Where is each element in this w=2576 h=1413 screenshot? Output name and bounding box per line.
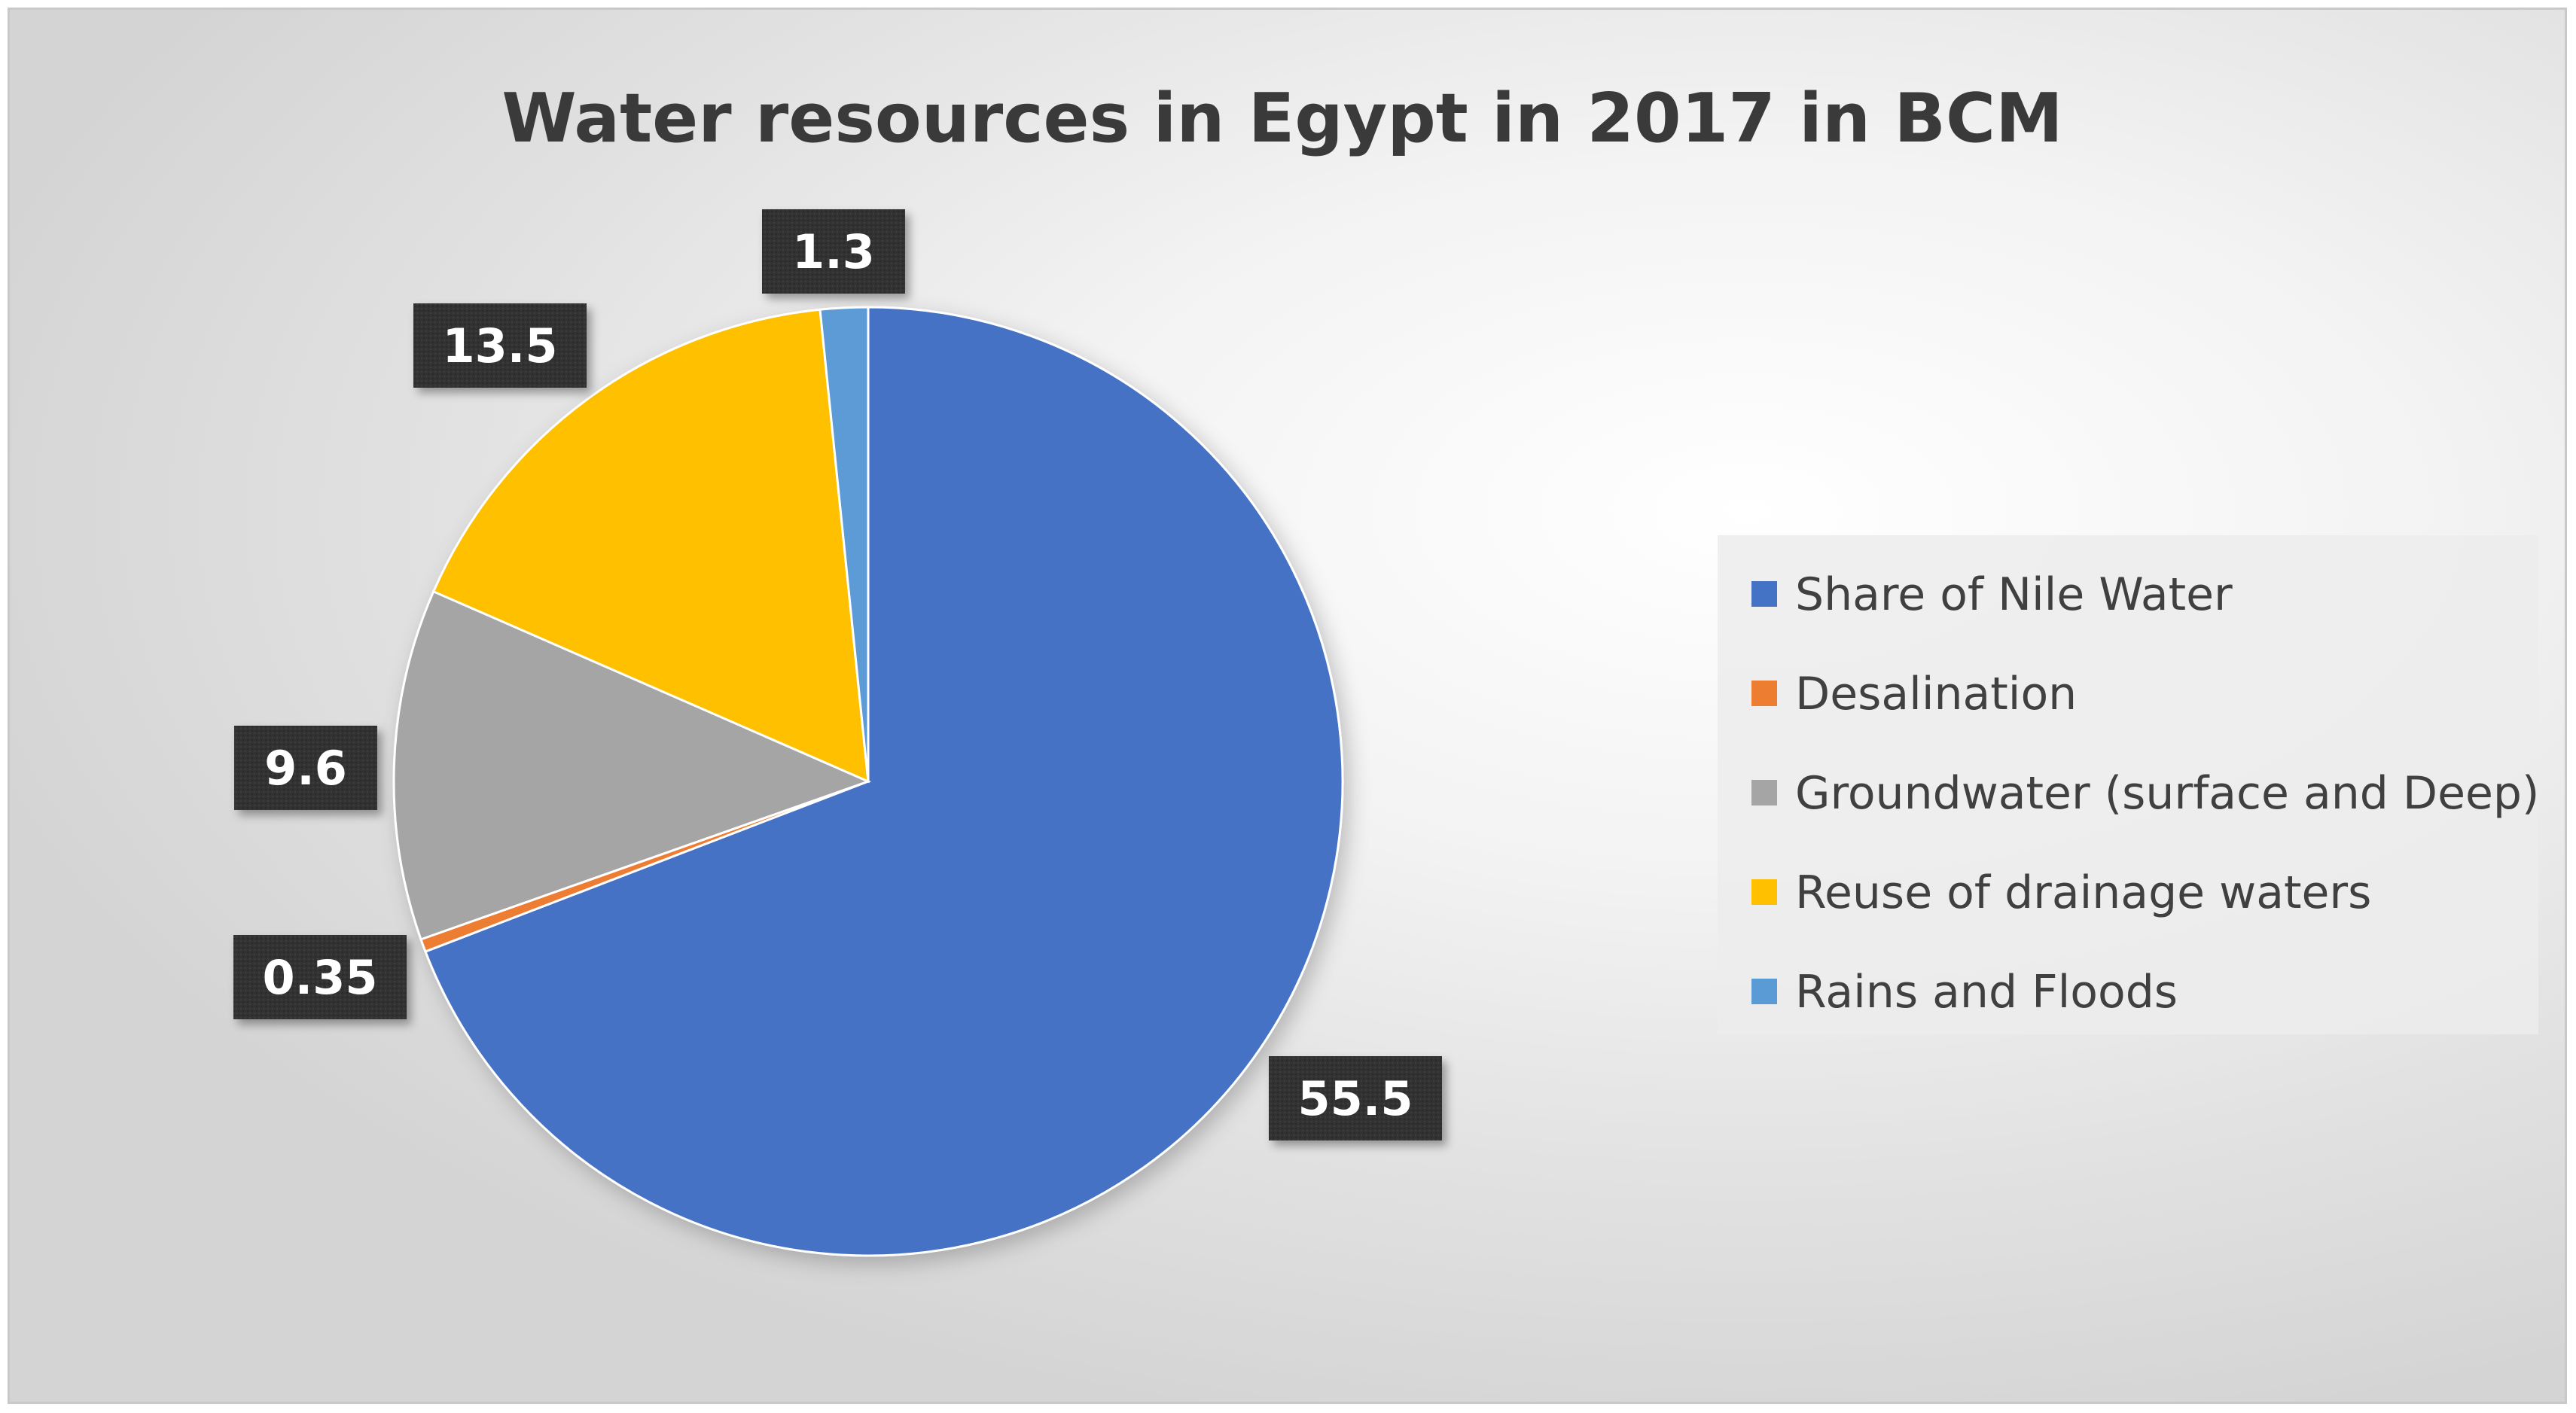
data-label-box bbox=[762, 209, 905, 294]
data-label-text: 0.35 bbox=[263, 950, 378, 1005]
pie-slice-4 bbox=[431, 308, 870, 784]
legend-swatch bbox=[1751, 780, 1777, 805]
data-label-text: 9.6 bbox=[264, 741, 347, 796]
legend-label: Desalination bbox=[1795, 668, 2077, 720]
legend-label: Rains and Floods bbox=[1795, 966, 2178, 1019]
data-label-text: 55.5 bbox=[1298, 1071, 1413, 1126]
pie-slice-3 bbox=[392, 589, 872, 941]
legend-item-3: Groundwater (surface and Deep) bbox=[1751, 767, 2539, 820]
legend-label: Share of Nile Water bbox=[1795, 568, 2233, 621]
data-label-4: 13.5 bbox=[413, 303, 587, 388]
data-label-3: 9.6 bbox=[234, 726, 377, 810]
data-label-text: 13.5 bbox=[443, 318, 558, 373]
legend-item-5: Rains and Floods bbox=[1751, 966, 2178, 1019]
legend-item-4: Reuse of drainage waters bbox=[1751, 866, 2371, 919]
legend-swatch bbox=[1751, 581, 1777, 607]
legend-item-1: Share of Nile Water bbox=[1751, 568, 2233, 621]
data-label-5: 1.3 bbox=[762, 209, 905, 294]
pie-slices bbox=[392, 306, 1344, 1257]
legend-box bbox=[1718, 535, 2538, 1034]
legend-swatch bbox=[1751, 879, 1777, 905]
data-label-1: 55.5 bbox=[1269, 1056, 1442, 1140]
chart-frame: Water resources in Egypt in 2017 in BCM … bbox=[8, 8, 2567, 1404]
legend: Share of Nile Water Desalination Groundwa… bbox=[1718, 535, 2539, 1034]
pie-chart: Water resources in Egypt in 2017 in BCM … bbox=[233, 79, 2539, 1257]
chart-title: Water resources in Egypt in 2017 in BCM bbox=[501, 79, 2062, 158]
data-label-box bbox=[413, 303, 587, 388]
legend-label: Groundwater (surface and Deep) bbox=[1795, 767, 2539, 820]
pie-slice-5 bbox=[819, 306, 870, 782]
data-label-box bbox=[234, 726, 377, 810]
data-label-box bbox=[1269, 1056, 1442, 1140]
data-label-text: 1.3 bbox=[792, 224, 875, 279]
data-label-2: 0.35 bbox=[233, 935, 407, 1019]
data-labels: 55.5 0.35 9.6 13.5 1.3 bbox=[233, 209, 1442, 1140]
legend-label: Reuse of drainage waters bbox=[1795, 866, 2371, 919]
data-label-box bbox=[233, 935, 407, 1019]
legend-item-2: Desalination bbox=[1751, 668, 2077, 720]
legend-swatch bbox=[1751, 979, 1777, 1004]
pie-slice-1 bbox=[424, 306, 1344, 1257]
legend-swatch bbox=[1751, 681, 1777, 706]
